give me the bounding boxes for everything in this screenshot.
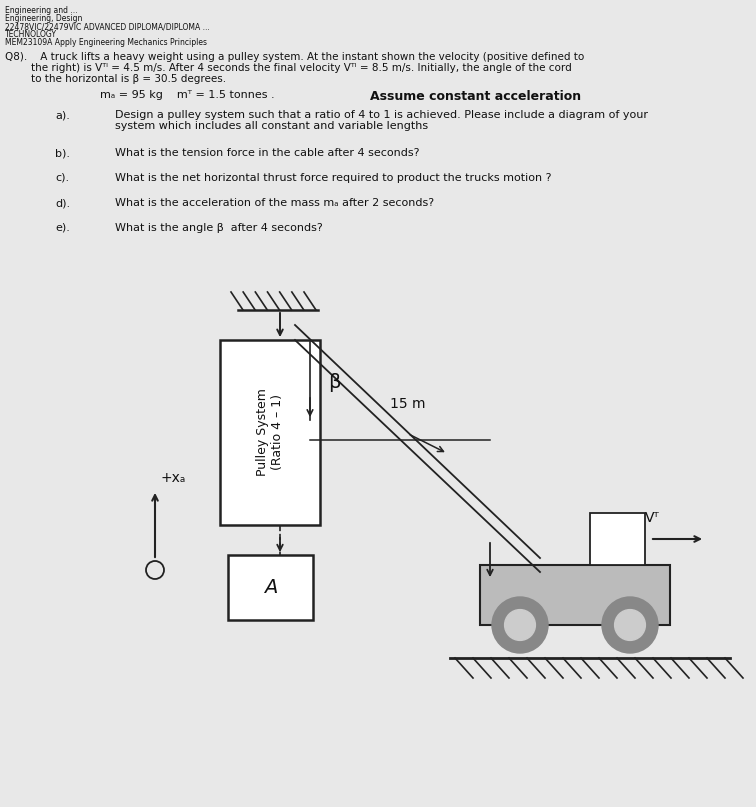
Circle shape (602, 597, 658, 653)
Text: to the horizontal is β = 30.5 degrees.: to the horizontal is β = 30.5 degrees. (5, 74, 226, 84)
Text: Assume constant acceleration: Assume constant acceleration (370, 90, 581, 103)
Bar (220, 340, 320, 525)
Text: 22478VIC/22479VIC ADVANCED DIPLOMA/DIPLOMA ...: 22478VIC/22479VIC ADVANCED DIPLOMA/DIPLO… (5, 22, 209, 31)
Circle shape (492, 597, 548, 653)
Bar (228, 555, 313, 620)
Text: β: β (328, 373, 340, 391)
Text: the right) is Vᵀᴵ = 4.5 m/s. After 4 seconds the final velocity Vᵀᴵ = 8.5 m/s. I: the right) is Vᵀᴵ = 4.5 m/s. After 4 sec… (5, 63, 572, 73)
Text: What is the acceleration of the mass mₐ after 2 seconds?: What is the acceleration of the mass mₐ … (115, 198, 434, 208)
Bar (480, 565, 670, 625)
Bar (590, 513, 645, 565)
Text: mₐ = 95 kg    mᵀ = 1.5 tonnes .: mₐ = 95 kg mᵀ = 1.5 tonnes . (100, 90, 274, 100)
Text: A: A (264, 578, 277, 597)
Text: Q8).    A truck lifts a heavy weight using a pulley system. At the instant shown: Q8). A truck lifts a heavy weight using … (5, 52, 584, 62)
Text: Pulley System
(Ratio 4 – 1): Pulley System (Ratio 4 – 1) (256, 388, 284, 476)
Text: 15 m: 15 m (390, 398, 425, 412)
Text: c).: c). (55, 173, 69, 183)
Text: e).: e). (55, 223, 70, 233)
Text: What is the net horizontal thrust force required to product the trucks motion ?: What is the net horizontal thrust force … (115, 173, 551, 183)
Text: system which includes all constant and variable lengths: system which includes all constant and v… (115, 121, 428, 131)
Text: What is the angle β  after 4 seconds?: What is the angle β after 4 seconds? (115, 223, 323, 233)
Text: +xₐ: +xₐ (160, 471, 185, 485)
Text: Design a pulley system such that a ratio of 4 to 1 is achieved. Please include a: Design a pulley system such that a ratio… (115, 110, 648, 120)
Circle shape (615, 609, 646, 641)
Text: Engineering and ...: Engineering and ... (5, 6, 78, 15)
Text: d).: d). (55, 198, 70, 208)
Circle shape (504, 609, 535, 641)
Text: Vᵀ: Vᵀ (645, 511, 660, 525)
Text: What is the tension force in the cable after 4 seconds?: What is the tension force in the cable a… (115, 148, 420, 158)
Text: Engineering, Design: Engineering, Design (5, 14, 82, 23)
Text: a).: a). (55, 110, 70, 120)
Text: TECHNOLOGY: TECHNOLOGY (5, 30, 57, 39)
Text: MEM23109A Apply Engineering Mechanics Principles: MEM23109A Apply Engineering Mechanics Pr… (5, 38, 207, 47)
Text: b).: b). (55, 148, 70, 158)
